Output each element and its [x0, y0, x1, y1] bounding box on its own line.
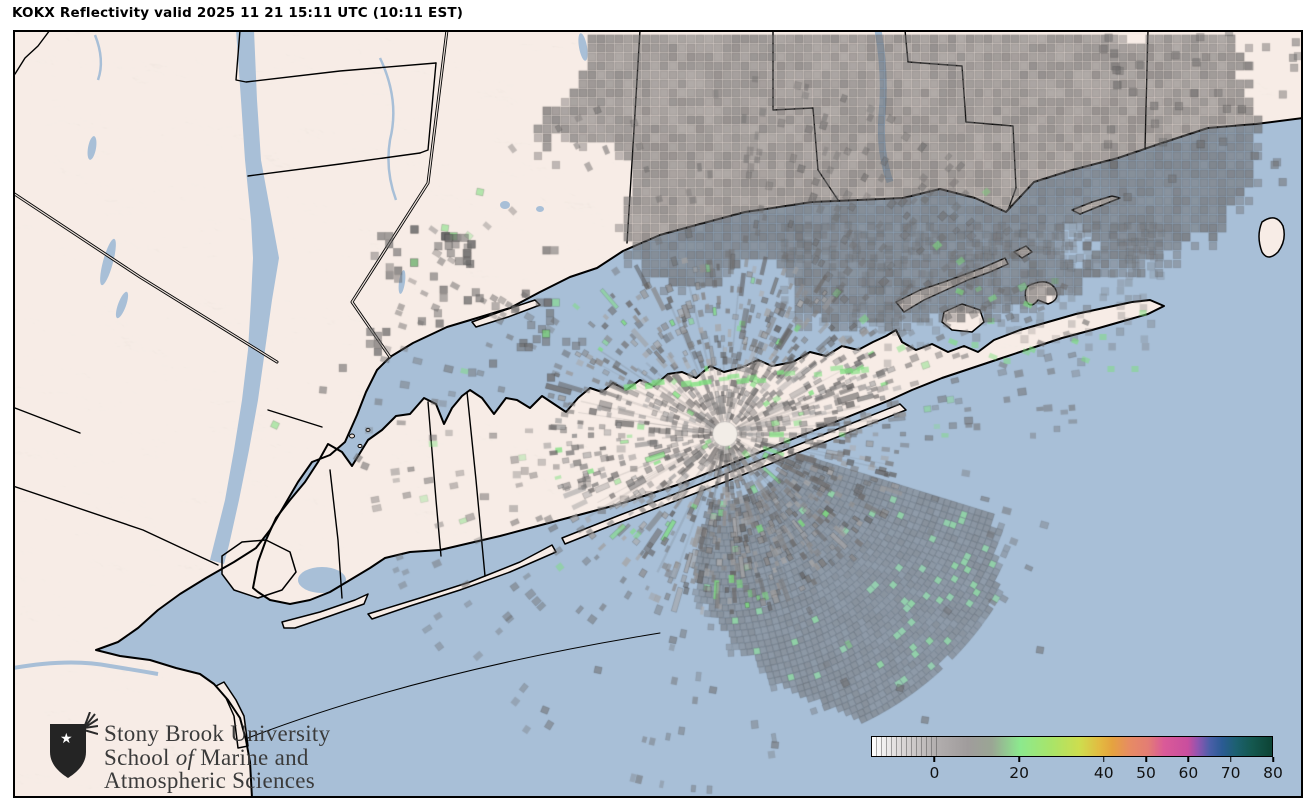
logo-line-3: Atmospheric Sciences [104, 768, 316, 793]
radar-map [13, 30, 1303, 798]
colorbar-tick-label: 70 [1220, 764, 1241, 782]
colorbar-gradient [871, 736, 1273, 757]
colorbar-discrete-steps [872, 737, 940, 756]
colorbar-tick [1229, 757, 1232, 762]
university-shield-icon: ★ [46, 711, 99, 782]
radar-echo-layer [13, 30, 1303, 798]
colorbar-tick-label: 80 [1263, 764, 1283, 782]
colorbar-tick-label: 40 [1093, 764, 1114, 782]
colorbar-tick [933, 757, 936, 762]
reflectivity-colorbar: 0 20 40 50 60 70 80 [871, 736, 1283, 782]
page-title: KOKX Reflectivity valid 2025 11 21 15:11… [12, 5, 464, 21]
stony-brook-logo: ★ Stony Brook University School of Marin… [46, 711, 330, 793]
svg-text:★: ★ [60, 731, 73, 747]
logo-line-1: Stony Brook University [104, 721, 331, 746]
logo-line-2: School of Marine and [104, 744, 309, 770]
logo-text: Stony Brook University School of Marine … [104, 722, 330, 793]
colorbar-tick [1272, 757, 1274, 762]
colorbar-tick-label: 0 [929, 764, 940, 782]
colorbar-tick [1018, 757, 1020, 762]
colorbar-tick [1187, 757, 1190, 762]
colorbar-tick [1102, 757, 1105, 762]
colorbar-tick [1145, 757, 1147, 762]
colorbar-tick-label: 50 [1136, 764, 1156, 782]
colorbar-tick-label: 20 [1009, 764, 1029, 782]
colorbar-tick-label: 60 [1178, 764, 1199, 782]
